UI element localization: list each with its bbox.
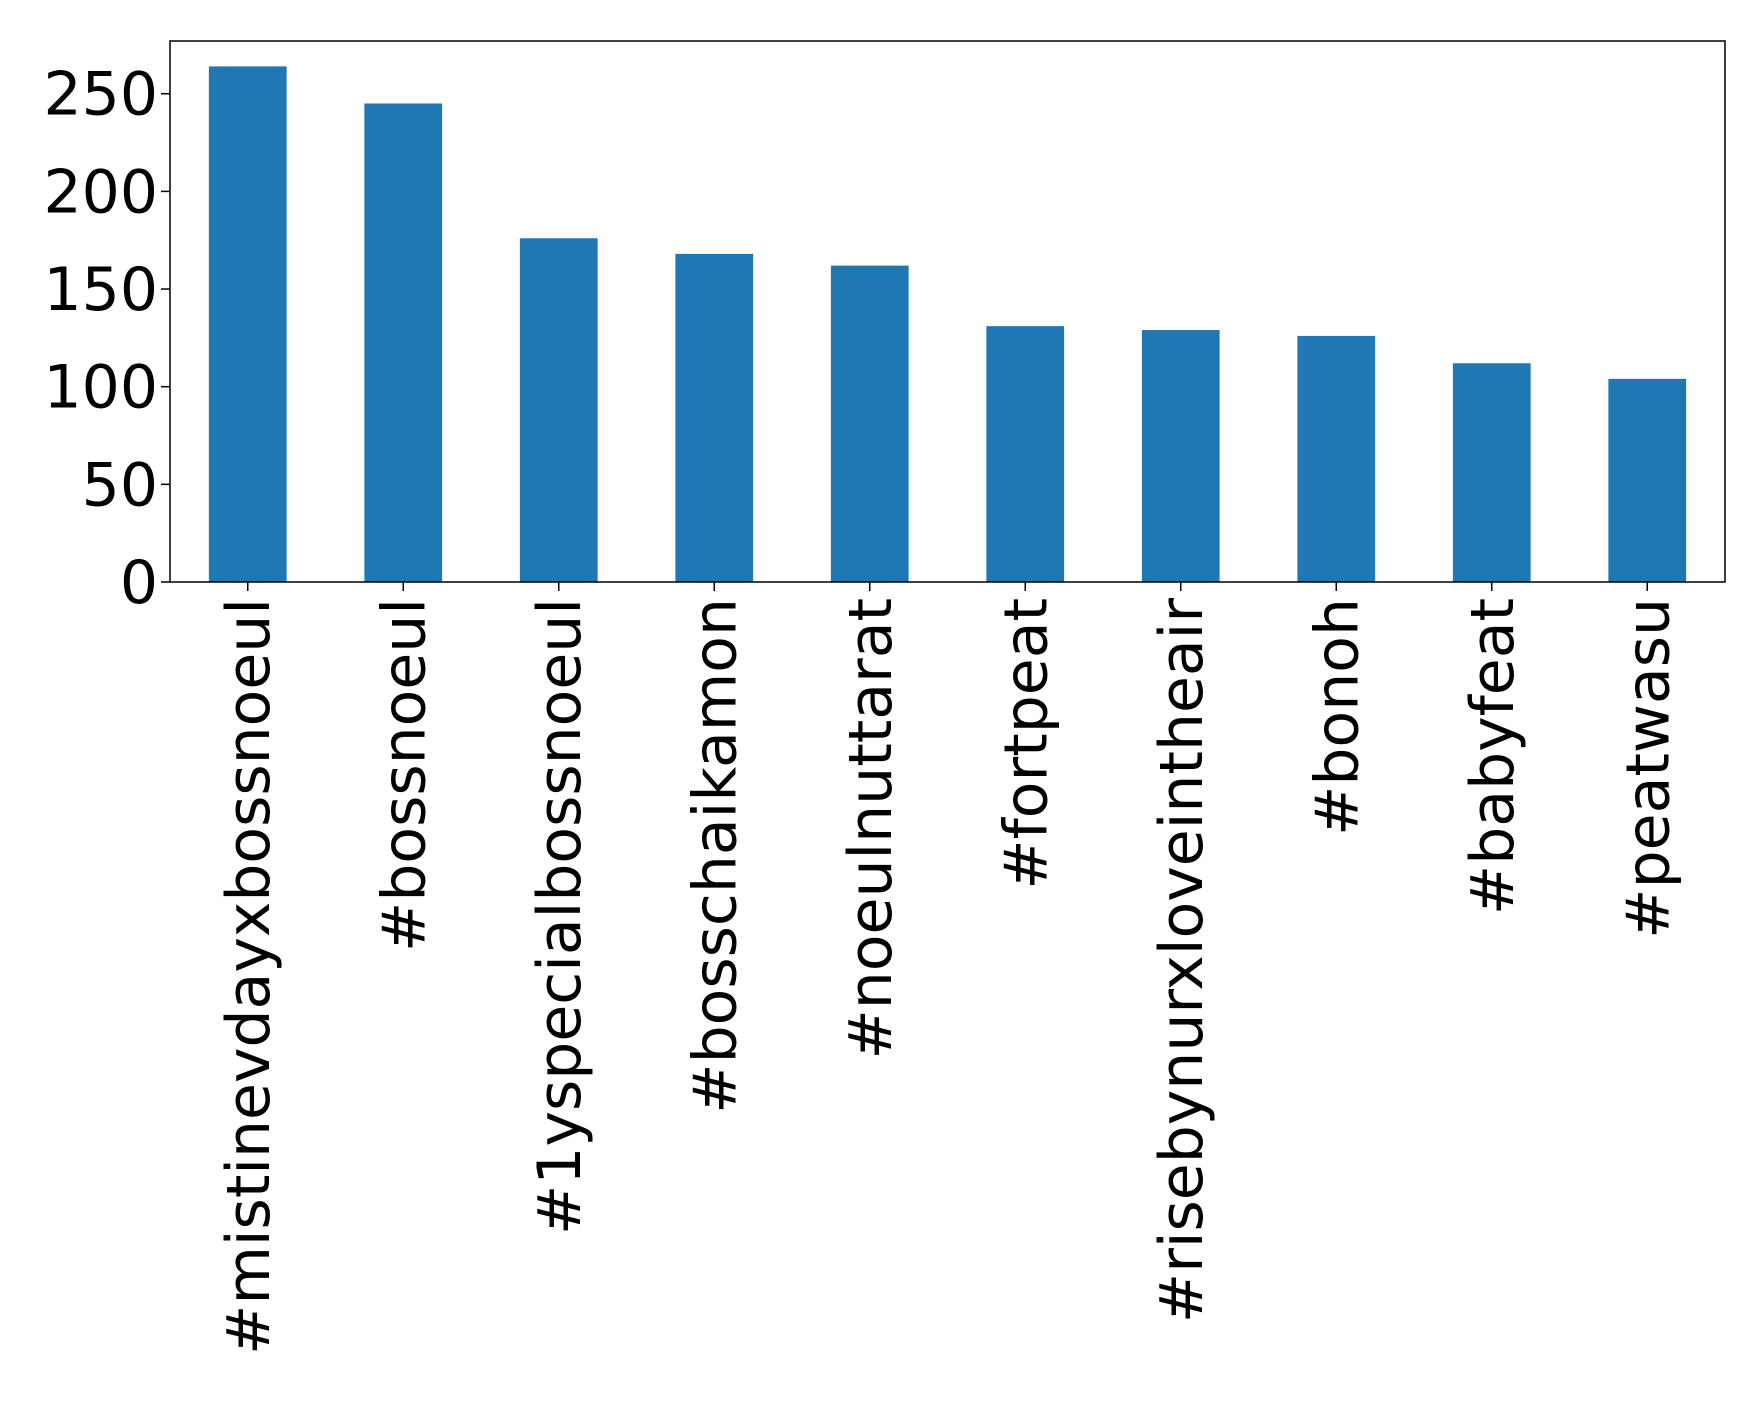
bar-5 [986,326,1065,582]
bar-0 [208,66,287,582]
x-tick-label-8: #babyfeat [1458,598,1528,915]
x-tick-label-6: #risebynurxloveintheair [1147,598,1217,1323]
x-tick-label-1: #bossnoeul [369,598,439,952]
y-tick-label-5: 250 [43,60,158,130]
x-tick-label-2: #1yspecialbossnoeul [525,598,595,1235]
bar-4 [830,265,909,582]
y-tick-label-2: 100 [43,353,158,423]
x-tick-label-5: #fortpeat [991,598,1061,890]
x-tick-label-3: #bosschaikamon [680,598,750,1114]
y-tick-label-4: 200 [43,157,158,227]
y-tick-label-0: 0 [120,548,158,618]
y-axis: 0 50 100 150 200 250 [43,60,170,618]
bar-7 [1297,335,1376,582]
x-tick-label-9: #peatwasu [1613,598,1683,939]
bar-1 [364,103,443,582]
y-tick-label-3: 150 [43,255,158,325]
bar-6 [1141,330,1220,582]
bar-9 [1608,378,1687,582]
x-tick-label-0: #mistinevdayxbossnoeul [214,598,284,1355]
y-tick-label-1: 50 [82,450,158,520]
bars-group [208,66,1687,583]
bar-3 [675,253,754,583]
x-axis: #mistinevdayxbossnoeul #bossnoeul #1yspeci… [214,582,1683,1355]
x-tick-label-4: #noeulnuttarat [836,598,906,1059]
x-tick-label-7: #bonoh [1302,598,1372,836]
plot-frame [169,40,1726,583]
bar-8 [1452,363,1531,582]
bar-2 [519,238,598,582]
